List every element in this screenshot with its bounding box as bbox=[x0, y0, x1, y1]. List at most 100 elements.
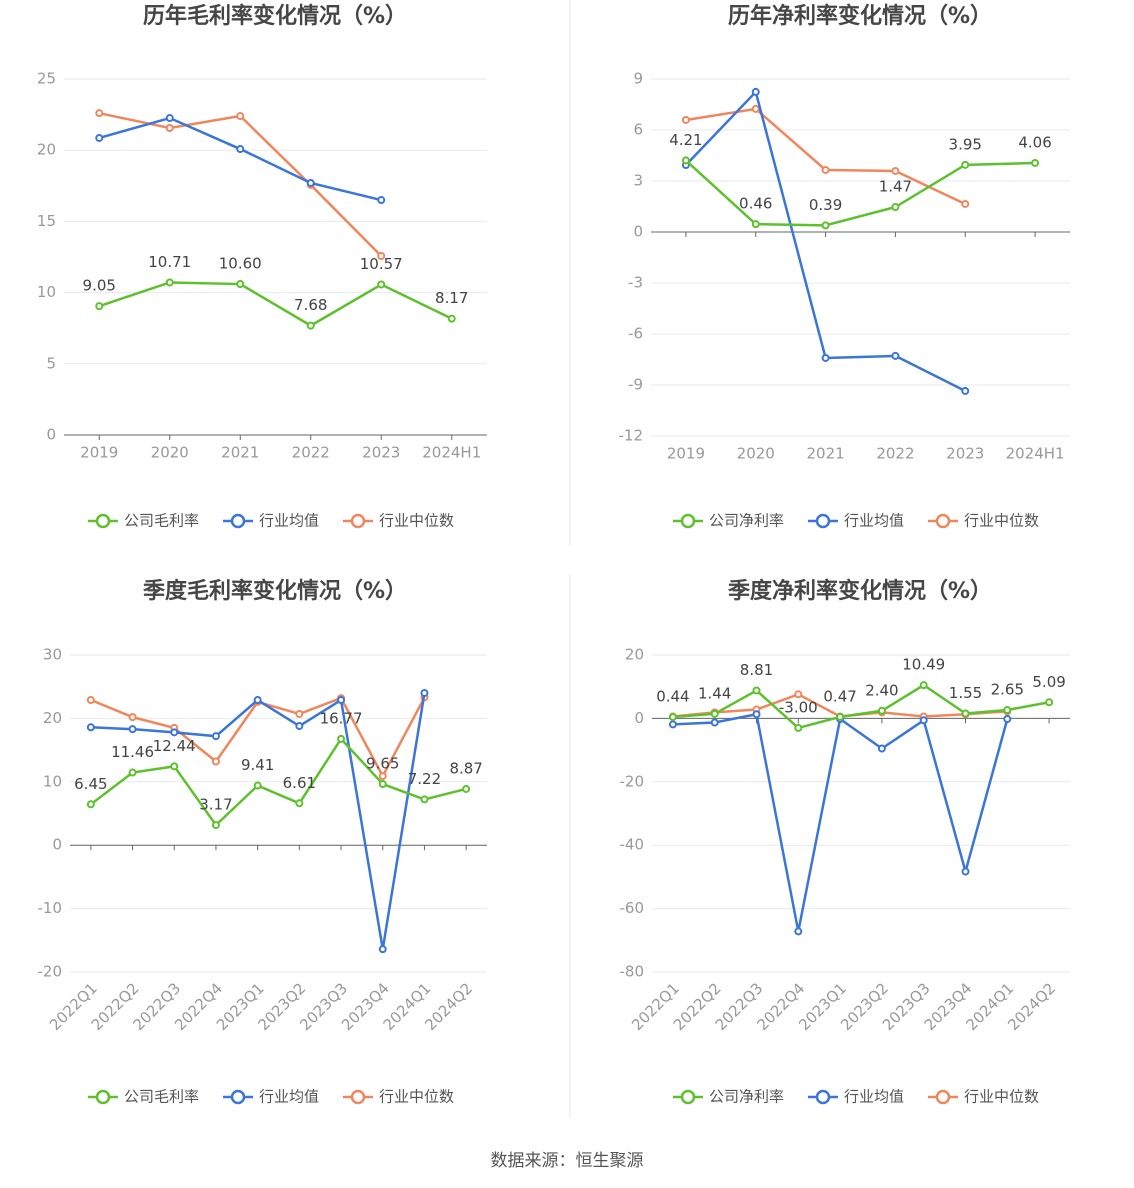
legend-marker bbox=[95, 513, 111, 529]
legend-label: 公司毛利率 bbox=[124, 1088, 199, 1106]
y-tick-label: 15 bbox=[37, 212, 56, 230]
value-label: 6.61 bbox=[283, 774, 316, 792]
point bbox=[1045, 698, 1054, 707]
point bbox=[378, 772, 387, 781]
point bbox=[961, 160, 970, 169]
legend-label: 行业中位数 bbox=[964, 1088, 1039, 1106]
legend-label: 行业中位数 bbox=[379, 1088, 454, 1106]
legend-marker bbox=[935, 1089, 951, 1105]
point bbox=[337, 696, 346, 705]
value-label: 6.45 bbox=[74, 775, 107, 793]
y-tick-label: -20 bbox=[620, 772, 645, 790]
y-tick-label: 6 bbox=[633, 121, 643, 139]
legend-marker bbox=[95, 1089, 111, 1105]
point bbox=[961, 867, 970, 876]
value-label: 3.95 bbox=[949, 135, 982, 153]
value-label: 9.41 bbox=[241, 756, 274, 774]
y-tick-label: 3 bbox=[633, 172, 643, 190]
point bbox=[919, 716, 928, 725]
legend-marker bbox=[350, 1089, 366, 1105]
point bbox=[128, 713, 137, 722]
point bbox=[165, 123, 174, 132]
legend-label: 行业均值 bbox=[844, 512, 904, 530]
y-tick-label: 0 bbox=[46, 426, 56, 444]
value-label: 0.46 bbox=[739, 195, 772, 213]
point bbox=[211, 732, 220, 741]
y-tick-label: 10 bbox=[43, 772, 62, 790]
point bbox=[710, 709, 719, 718]
series-line bbox=[90, 736, 467, 828]
x-tick-label: 2023 bbox=[946, 445, 984, 463]
point bbox=[794, 927, 803, 936]
point bbox=[794, 723, 803, 732]
point bbox=[337, 734, 346, 743]
point bbox=[236, 280, 245, 289]
point bbox=[420, 689, 429, 698]
point bbox=[961, 199, 970, 208]
legend-label: 公司净利率 bbox=[709, 1088, 784, 1106]
point bbox=[821, 353, 830, 362]
point bbox=[295, 799, 304, 808]
value-label: 0.47 bbox=[823, 687, 856, 705]
legend-marker bbox=[230, 1089, 246, 1105]
value-label: 3.17 bbox=[199, 796, 232, 814]
value-label: 1.47 bbox=[879, 178, 912, 196]
legend-marker bbox=[680, 1089, 696, 1105]
y-tick-label: -60 bbox=[620, 899, 645, 917]
point bbox=[891, 166, 900, 175]
legend-label: 行业均值 bbox=[259, 512, 319, 530]
value-label: -3.00 bbox=[779, 698, 818, 716]
point bbox=[751, 104, 760, 113]
y-tick-label: 20 bbox=[43, 709, 62, 727]
y-tick-label: 0 bbox=[633, 223, 643, 241]
point bbox=[961, 709, 970, 718]
point bbox=[821, 165, 830, 174]
value-label: 1.55 bbox=[949, 684, 982, 702]
series-line bbox=[672, 683, 1050, 730]
point bbox=[751, 87, 760, 96]
value-label: 7.68 bbox=[294, 296, 327, 314]
x-tick-label: 2021 bbox=[806, 445, 844, 463]
y-tick-label: 0 bbox=[634, 709, 644, 727]
x-tick-label: 2022 bbox=[876, 445, 914, 463]
x-tick-label: 2021 bbox=[221, 444, 259, 462]
point bbox=[86, 723, 95, 732]
point bbox=[306, 321, 315, 330]
point bbox=[377, 252, 386, 261]
value-label: 2.65 bbox=[991, 680, 1024, 698]
y-tick-label: -3 bbox=[628, 274, 643, 292]
point bbox=[165, 278, 174, 287]
point bbox=[836, 712, 845, 721]
chart-title: 历年毛利率变化情况（%） bbox=[143, 3, 407, 29]
point bbox=[236, 145, 245, 154]
value-label: 10.57 bbox=[360, 255, 403, 273]
point bbox=[95, 133, 104, 142]
point bbox=[681, 156, 690, 165]
point bbox=[420, 795, 429, 804]
point bbox=[236, 112, 245, 121]
value-label: 9.05 bbox=[83, 277, 116, 295]
y-tick-label: 20 bbox=[37, 141, 56, 159]
value-label: 8.81 bbox=[740, 661, 773, 679]
point bbox=[668, 713, 677, 722]
chart-title: 季度净利率变化情况（%） bbox=[728, 578, 992, 604]
value-label: 4.06 bbox=[1018, 133, 1051, 151]
y-tick-label: 10 bbox=[37, 283, 56, 301]
point bbox=[877, 744, 886, 753]
y-tick-label: -6 bbox=[628, 325, 643, 343]
legend-marker bbox=[935, 513, 951, 529]
value-label: 5.09 bbox=[1032, 673, 1065, 691]
point bbox=[128, 725, 137, 734]
value-label: 11.46 bbox=[111, 743, 154, 761]
point bbox=[919, 681, 928, 690]
series-line bbox=[685, 159, 1036, 227]
x-tick-label: 2019 bbox=[667, 445, 705, 463]
point bbox=[211, 821, 220, 830]
point bbox=[462, 784, 471, 793]
point bbox=[95, 109, 104, 118]
y-tick-label: 25 bbox=[37, 70, 56, 88]
series-line bbox=[98, 111, 383, 257]
legend-label: 行业均值 bbox=[259, 1088, 319, 1106]
x-tick-label: 2024H1 bbox=[1006, 445, 1065, 463]
y-tick-label: -40 bbox=[620, 836, 645, 854]
